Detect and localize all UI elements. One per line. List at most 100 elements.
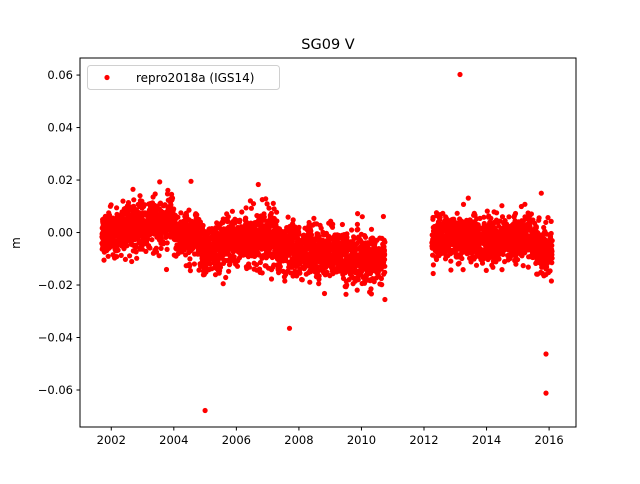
data-point (152, 191, 158, 197)
x-tick-label: 2008 (284, 433, 313, 447)
data-point (378, 275, 384, 282)
data-point (549, 255, 555, 261)
data-point (147, 245, 153, 251)
data-point (339, 221, 345, 228)
data-point (459, 255, 465, 262)
data-point (114, 254, 120, 260)
data-point (197, 219, 203, 225)
data-point (368, 291, 374, 297)
data-point (131, 197, 137, 203)
data-point (171, 206, 177, 212)
data-point (224, 218, 231, 225)
data-point (520, 263, 526, 269)
data-point (355, 226, 361, 232)
outlier-point (202, 407, 208, 414)
data-point (125, 200, 132, 206)
data-point (525, 264, 531, 270)
data-point (169, 195, 176, 201)
data-point (382, 263, 388, 269)
data-point (494, 210, 500, 216)
data-point (379, 282, 385, 288)
data-point (522, 201, 528, 207)
y-tick-label: −0.02 (38, 278, 73, 292)
data-point (311, 215, 317, 221)
data-point (533, 225, 539, 231)
outlier-point (157, 179, 163, 185)
data-point (130, 186, 136, 192)
data-point (544, 231, 550, 237)
y-axis-label: m (9, 237, 23, 249)
outlier-point (543, 390, 549, 396)
data-point (253, 262, 260, 268)
x-tick-label: 2012 (409, 433, 438, 447)
data-point (106, 212, 113, 218)
legend: repro2018a (IGS14) (87, 65, 280, 90)
data-point (164, 246, 170, 252)
data-point (456, 260, 462, 266)
data-point (124, 243, 130, 249)
data-point (285, 214, 291, 220)
y-tick-label: 0.00 (47, 226, 73, 240)
data-point (380, 213, 386, 220)
data-point (349, 227, 355, 233)
data-point (460, 267, 466, 273)
data-point (296, 224, 302, 230)
data-points (99, 71, 555, 414)
data-point (134, 255, 140, 261)
data-point (548, 278, 555, 284)
data-point (274, 218, 280, 224)
data-point (362, 234, 369, 240)
data-point (316, 281, 322, 287)
y-axis-ticks: 0.06 0.04 0.02 0.00 −0.02 −0.04 −0.06 (38, 68, 80, 397)
y-tick-label: 0.06 (47, 68, 73, 82)
data-point (513, 261, 519, 267)
x-tick-label: 2004 (159, 433, 188, 447)
data-point (354, 221, 360, 227)
data-point (118, 252, 124, 258)
data-point (448, 258, 454, 264)
x-tick-label: 2006 (222, 433, 251, 447)
data-point (266, 205, 272, 211)
data-point (108, 202, 114, 208)
data-point (306, 219, 312, 226)
data-point (499, 267, 505, 273)
outlier-point (543, 351, 549, 357)
data-point (139, 198, 145, 204)
data-point (290, 217, 296, 223)
data-point (143, 248, 149, 254)
x-tick-label: 2010 (347, 433, 376, 447)
data-point (316, 233, 322, 239)
data-point (490, 264, 496, 270)
data-point (448, 267, 454, 273)
data-point (217, 264, 224, 270)
data-point (142, 202, 148, 208)
data-point (382, 239, 388, 245)
data-point (488, 215, 494, 221)
data-point (226, 268, 232, 274)
outlier-point (538, 190, 544, 196)
y-tick-label: 0.04 (47, 121, 73, 135)
data-point (477, 215, 483, 221)
data-point (187, 256, 193, 262)
data-point (437, 214, 443, 220)
data-point (549, 242, 555, 249)
data-point (164, 240, 170, 246)
data-point (133, 249, 139, 255)
data-point (297, 270, 303, 276)
data-point (187, 268, 193, 274)
data-point (270, 200, 276, 206)
data-point (481, 214, 487, 220)
data-point (234, 263, 241, 269)
data-point (355, 277, 361, 283)
data-point (105, 253, 111, 259)
data-point (163, 266, 170, 273)
data-point (512, 210, 519, 217)
outlier-point (188, 178, 194, 184)
data-point (536, 215, 542, 221)
data-point (547, 268, 553, 274)
data-point (277, 264, 283, 270)
data-point (506, 214, 512, 220)
data-point (229, 208, 235, 214)
data-point (243, 205, 249, 211)
data-point (499, 214, 506, 220)
